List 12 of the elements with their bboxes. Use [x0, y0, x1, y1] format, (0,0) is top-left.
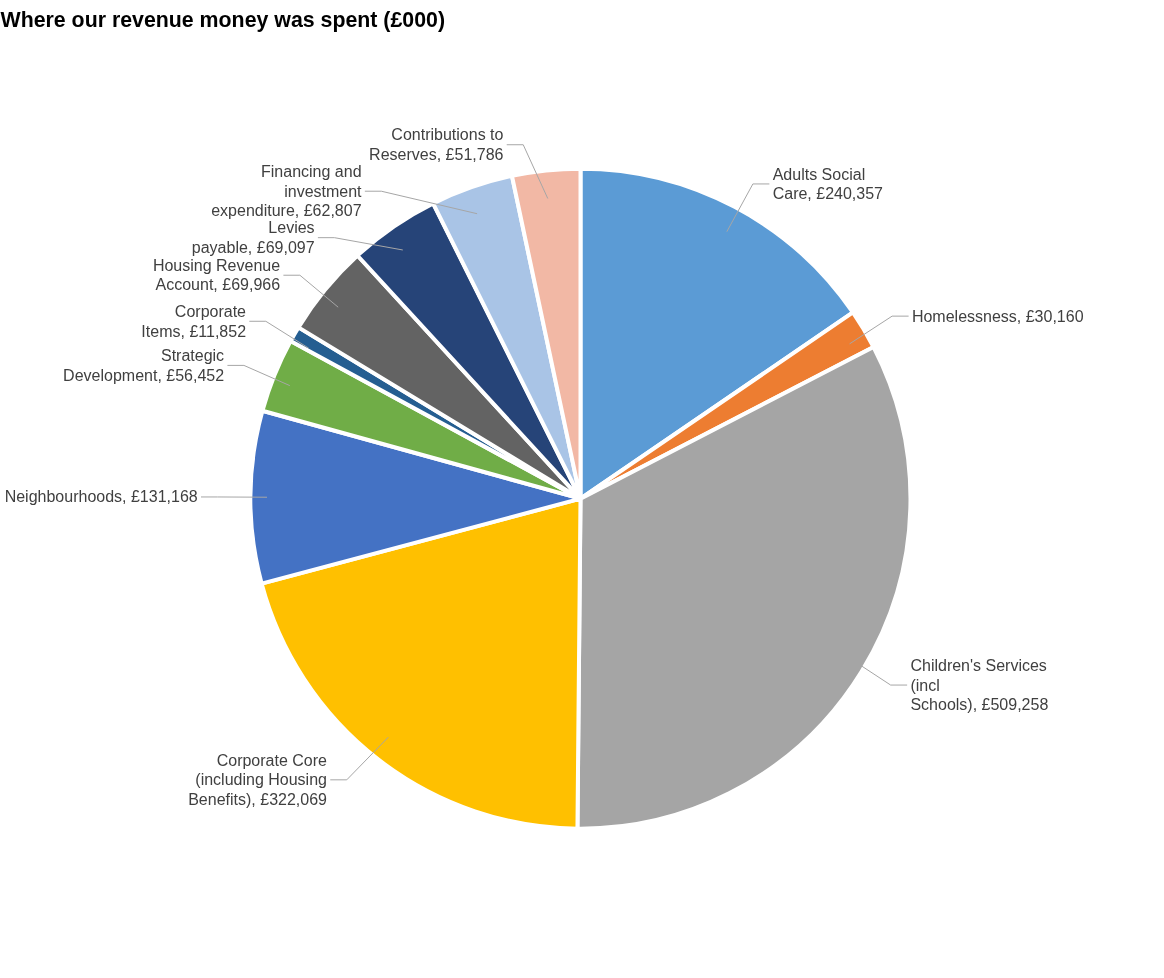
- slice-label: Children's Services (incl Schools), £509,258: [910, 657, 1049, 714]
- slice-label: Financing and investment expenditure, £62,807: [211, 163, 363, 220]
- chart-title: Where our revenue money was spent (£000): [0, 7, 445, 32]
- slice-label: Corporate Core (including Housing Benefits), £322,069: [188, 751, 328, 808]
- slice-label: Adults Social Care, £240,357: [772, 165, 884, 203]
- slice-label: Strategic Development, £56,452: [63, 347, 225, 384]
- slice-label: Contributions to Reserves, £51,786: [369, 126, 504, 164]
- slice-label: Levies payable, £69,097: [191, 219, 315, 256]
- slice-label: Neighbourhoods, £131,168: [4, 488, 198, 506]
- slice-label: Housing Revenue Account, £69,966: [152, 256, 281, 294]
- slice-label: Corporate Items, £11,852: [141, 302, 247, 340]
- slice-label: Homelessness, £30,160: [911, 307, 1084, 325]
